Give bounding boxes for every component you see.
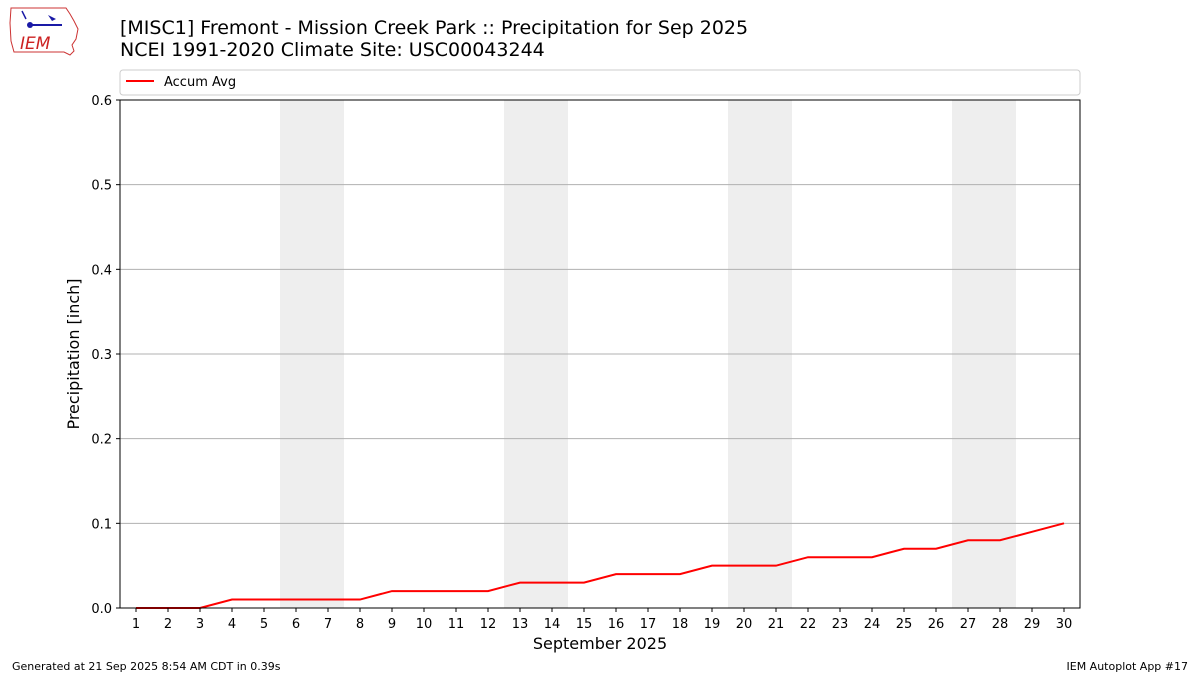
generated-timestamp: Generated at 21 Sep 2025 8:54 AM CDT in … (12, 660, 281, 673)
legend: Accum Avg (119, 69, 1081, 96)
x-tick-label: 21 (768, 617, 785, 632)
x-tick-label: 25 (896, 617, 913, 632)
x-tick-label: 19 (704, 617, 721, 632)
y-tick-label: 0.6 (91, 94, 112, 109)
x-axis-label: September 2025 (533, 634, 667, 653)
x-tick-label: 7 (324, 617, 332, 632)
x-tick-label: 23 (832, 617, 849, 632)
y-tick-label: 0.2 (91, 433, 112, 448)
y-axis-label: Precipitation [inch] (64, 278, 83, 429)
x-tick-label: 18 (672, 617, 689, 632)
x-tick-label: 27 (960, 617, 977, 632)
x-tick-label: 24 (864, 617, 881, 632)
x-tick-label: 11 (448, 617, 465, 632)
x-tick-label: 6 (292, 617, 300, 632)
iem-logo: IEM (9, 7, 79, 56)
x-tick-label: 5 (260, 617, 268, 632)
x-tick-label: 28 (992, 617, 1009, 632)
legend-box (119, 69, 1081, 96)
logo-wind-barb (48, 15, 56, 21)
chart-title-block: [MISC1] Fremont - Mission Creek Park :: … (120, 17, 748, 61)
y-axis: 0.0 0.1 0.2 0.3 0.4 0.5 0.6 (91, 94, 120, 617)
x-tick-label: 26 (928, 617, 945, 632)
x-tick-label: 20 (736, 617, 753, 632)
series-line-accum-avg (136, 522, 1065, 609)
x-tick-label: 8 (356, 617, 364, 632)
x-tick-label: 14 (544, 617, 561, 632)
logo-text: IEM (20, 34, 51, 54)
x-tick-label: 10 (416, 617, 433, 632)
logo-flag (21, 10, 27, 20)
chart-subtitle: NCEI 1991-2020 Climate Site: USC00043244 (120, 39, 545, 61)
x-tick-label: 16 (608, 617, 625, 632)
x-tick-label: 29 (1024, 617, 1041, 632)
legend-label-accum-avg: Accum Avg (164, 75, 236, 90)
autoplot-app-label: IEM Autoplot App #17 (1066, 660, 1189, 673)
x-tick-label: 1 (132, 617, 140, 632)
x-axis: 1 2 3 4 5 6 7 8 9 10 11 12 13 14 15 16 17 18 19 20 21 22 23 24 2… (132, 608, 1072, 632)
x-tick-label: 17 (640, 617, 657, 632)
x-tick-label: 30 (1056, 617, 1073, 632)
x-tick-label: 13 (512, 617, 529, 632)
iowa-state-outline (9, 7, 79, 56)
y-tick-label: 0.4 (91, 263, 112, 278)
chart-title: [MISC1] Fremont - Mission Creek Park :: … (120, 17, 749, 39)
x-tick-label: 12 (480, 617, 497, 632)
x-tick-label: 4 (228, 617, 236, 632)
x-tick-label: 9 (388, 617, 396, 632)
data-series (136, 522, 1065, 609)
x-tick-label: 15 (576, 617, 593, 632)
y-tick-label: 0.1 (91, 517, 112, 532)
x-tick-label: 2 (164, 617, 172, 632)
x-tick-label: 22 (800, 617, 817, 632)
logo-station-dot (27, 22, 33, 28)
x-tick-label: 3 (196, 617, 204, 632)
y-tick-label: 0.5 (91, 179, 112, 194)
y-gridlines (120, 184, 1080, 524)
y-tick-label: 0.3 (91, 348, 112, 363)
y-tick-label: 0.0 (91, 602, 112, 617)
